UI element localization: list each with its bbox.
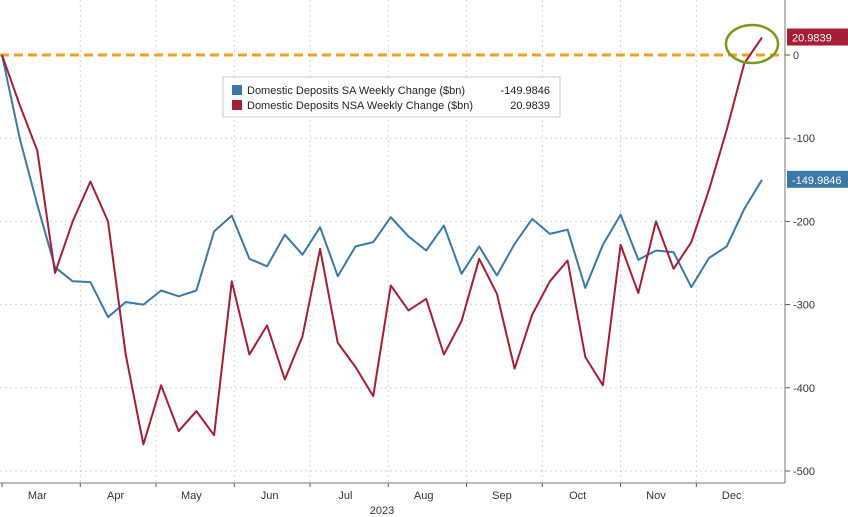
legend-value-nsa: 20.9839 bbox=[510, 100, 550, 112]
x-tick-label: Aug bbox=[414, 490, 434, 502]
last-value-label-nsa: 20.9839 bbox=[792, 33, 832, 45]
series-line-nsa bbox=[1, 36, 763, 446]
x-tick-label: Nov bbox=[646, 490, 666, 502]
y-tick-label: -200 bbox=[793, 216, 815, 228]
grid-layer bbox=[0, 0, 785, 483]
series-layer bbox=[1, 36, 763, 446]
x-tick-label: Sep bbox=[492, 490, 512, 502]
x-tick-label: Apr bbox=[107, 490, 124, 502]
x-tick-label: Jun bbox=[261, 490, 279, 502]
series-line-sa bbox=[1, 54, 763, 319]
x-tick-label: May bbox=[181, 490, 202, 502]
legend: Domestic Deposits SA Weekly Change ($bn)… bbox=[222, 76, 561, 118]
legend-box bbox=[222, 76, 561, 118]
legend-label-sa: Domestic Deposits SA Weekly Change ($bn) bbox=[247, 85, 465, 97]
y-tick-label: -300 bbox=[793, 300, 815, 312]
legend-swatch-nsa bbox=[232, 100, 242, 110]
x-axis-year-label: 2023 bbox=[370, 505, 394, 517]
highlight-circle bbox=[724, 23, 780, 65]
axis-layer: 0 -100 -200 -300 -400 -500 Mar Apr May Jun Jul Aug S… bbox=[0, 0, 815, 517]
last-value-tag-sa bbox=[787, 170, 848, 188]
x-tick-label: Mar bbox=[28, 490, 47, 502]
x-tick-label: Jul bbox=[338, 490, 352, 502]
last-value-tag-nsa bbox=[787, 28, 848, 46]
x-tick-label: Oct bbox=[569, 490, 586, 502]
legend-label-nsa: Domestic Deposits NSA Weekly Change ($bn… bbox=[247, 100, 473, 112]
last-value-label-sa: -149.9846 bbox=[792, 175, 842, 187]
y-tick-label: -500 bbox=[793, 466, 815, 478]
x-tick-label: Dec bbox=[722, 490, 742, 502]
legend-swatch-sa bbox=[232, 85, 242, 95]
annotation-layer: 20.9839 -149.9846 bbox=[724, 23, 848, 188]
y-tick-label: -400 bbox=[793, 383, 815, 395]
y-tick-label: 0 bbox=[793, 50, 799, 62]
y-tick-label: -100 bbox=[793, 133, 815, 145]
legend-value-sa: -149.9846 bbox=[500, 85, 550, 97]
